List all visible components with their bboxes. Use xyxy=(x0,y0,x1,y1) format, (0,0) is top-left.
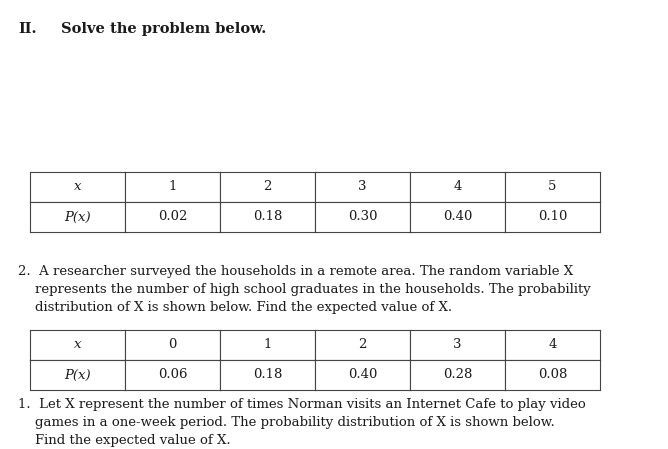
Text: games in a one-week period. The probability distribution of X is shown below.: games in a one-week period. The probabil… xyxy=(18,416,554,429)
Text: 5: 5 xyxy=(548,180,556,194)
Text: 0.06: 0.06 xyxy=(158,369,187,382)
Text: Solve the problem below.: Solve the problem below. xyxy=(61,22,267,36)
Text: 2.  A researcher surveyed the households in a remote area. The random variable X: 2. A researcher surveyed the households … xyxy=(18,265,573,278)
Text: 0: 0 xyxy=(168,339,177,352)
Text: x: x xyxy=(73,339,81,352)
Text: 2: 2 xyxy=(358,339,367,352)
Text: 0.28: 0.28 xyxy=(443,369,472,382)
Text: P(x): P(x) xyxy=(64,211,91,224)
Text: x: x xyxy=(73,180,81,194)
Text: Find the expected value of X.: Find the expected value of X. xyxy=(18,434,230,447)
Text: 4: 4 xyxy=(454,180,462,194)
Text: 3: 3 xyxy=(454,339,462,352)
Text: distribution of X is shown below. Find the expected value of X.: distribution of X is shown below. Find t… xyxy=(18,301,452,314)
Text: 0.10: 0.10 xyxy=(538,211,567,224)
Text: 0.08: 0.08 xyxy=(538,369,567,382)
Text: P(x): P(x) xyxy=(64,369,91,382)
Text: 0.40: 0.40 xyxy=(443,211,472,224)
Text: 3: 3 xyxy=(358,180,367,194)
Text: represents the number of high school graduates in the households. The probabilit: represents the number of high school gra… xyxy=(18,283,591,296)
Text: 0.18: 0.18 xyxy=(253,211,282,224)
Text: 1: 1 xyxy=(263,339,272,352)
Text: 4: 4 xyxy=(548,339,556,352)
Text: 1.  Let X represent the number of times Norman visits an Internet Cafe to play v: 1. Let X represent the number of times N… xyxy=(18,398,586,411)
Text: 2: 2 xyxy=(263,180,272,194)
Text: 0.02: 0.02 xyxy=(158,211,187,224)
Text: II.: II. xyxy=(18,22,37,36)
Text: 1: 1 xyxy=(168,180,177,194)
Text: 0.30: 0.30 xyxy=(348,211,377,224)
Text: 0.18: 0.18 xyxy=(253,369,282,382)
Text: 0.40: 0.40 xyxy=(348,369,377,382)
